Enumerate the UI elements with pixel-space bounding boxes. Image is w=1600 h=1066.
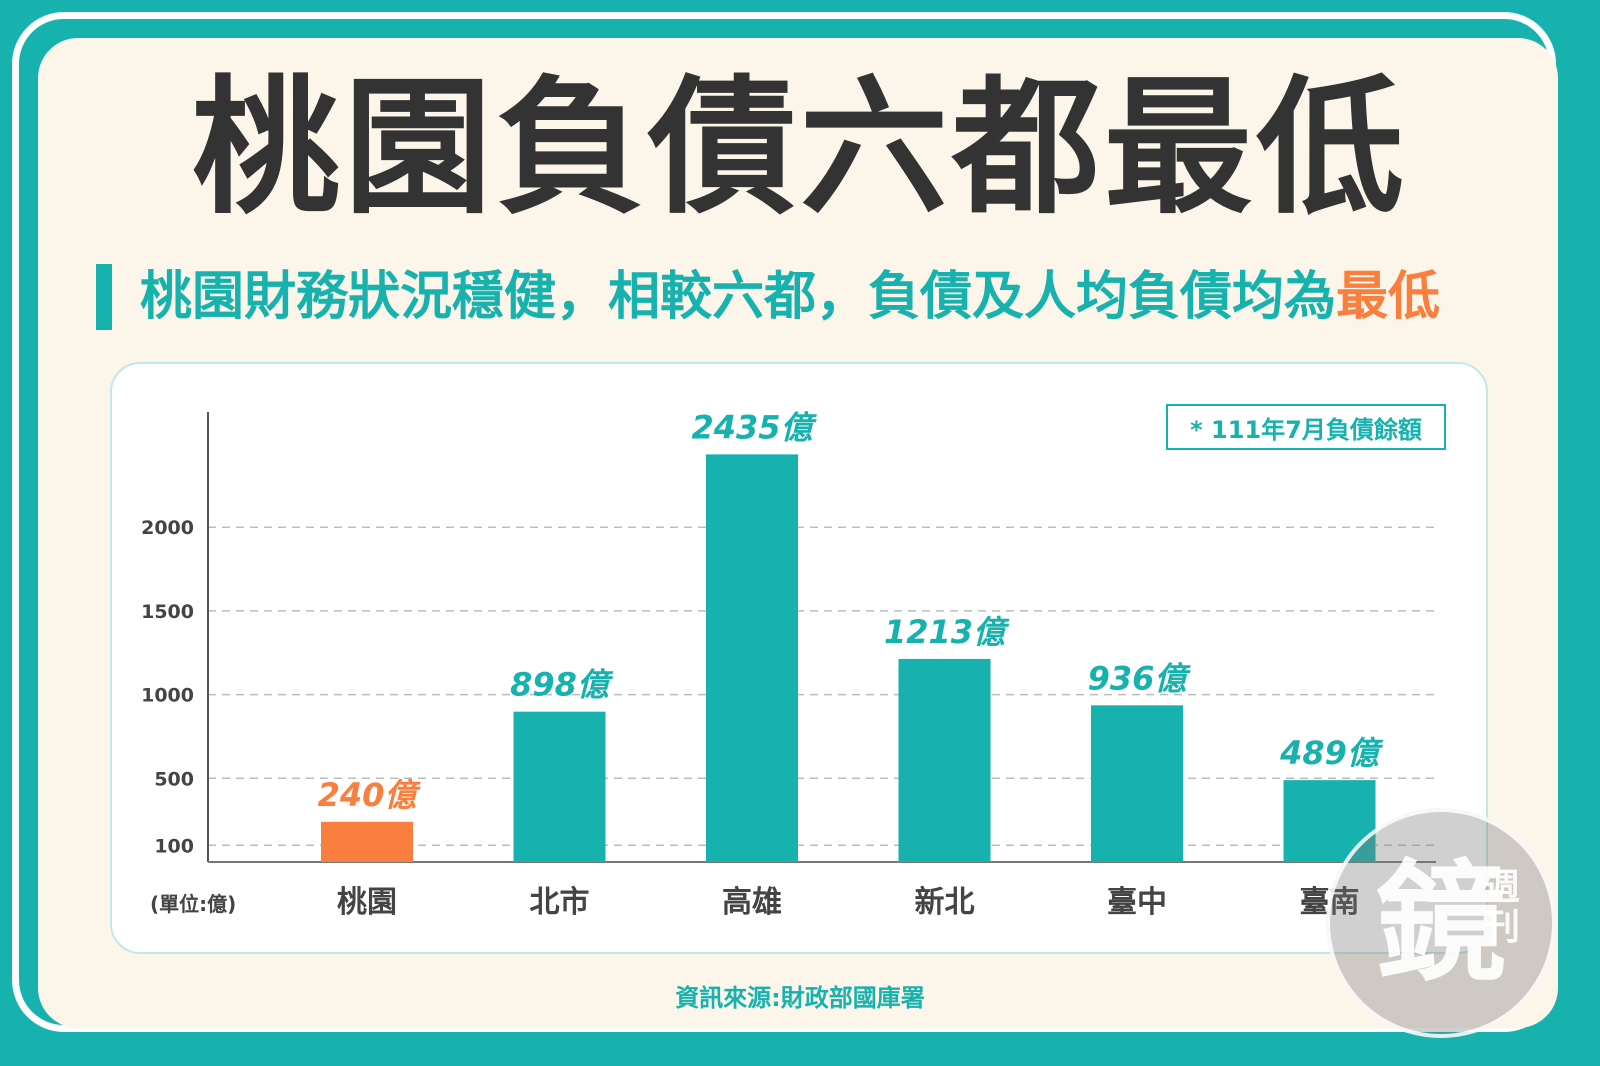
bar xyxy=(1091,705,1183,862)
subtitle-main: 桃園財務狀況穩健，相較六都，負債及人均負債均為 xyxy=(140,267,1337,327)
subtitle-accent-bar xyxy=(96,264,112,330)
bar-value-label: 1213億 xyxy=(884,613,1010,651)
y-tick-label: 500 xyxy=(154,768,194,790)
x-category-label: 臺中 xyxy=(1107,885,1167,920)
subtitle-highlight: 最低 xyxy=(1336,267,1441,327)
x-category-label: 桃園 xyxy=(337,885,397,920)
bar xyxy=(898,658,991,862)
y-tick-label: 2000 xyxy=(141,517,194,539)
page-title: 桃園負債六都最低 xyxy=(192,62,1408,234)
logo-side-text: 週刊 xyxy=(1483,867,1520,948)
bar-value-label: 489億 xyxy=(1279,734,1384,772)
x-category-label: 北市 xyxy=(530,885,590,920)
y-tick-label: 1000 xyxy=(141,685,194,707)
bar xyxy=(321,821,413,862)
x-category-label: 新北 xyxy=(915,885,975,920)
logo-main-char: 鏡 xyxy=(1375,847,1506,999)
subtitle: 桃園財務狀況穩健，相較六都，負債及人均負債均為最低 xyxy=(140,262,1440,332)
mirror-weekly-logo: 鏡 週刊 xyxy=(1326,808,1556,1038)
bar xyxy=(706,454,798,862)
bar-value-label: 240億 xyxy=(318,776,422,814)
source-credit: 資訊來源:財政部國庫署 xyxy=(675,984,925,1012)
bar-value-label: 936億 xyxy=(1088,659,1192,697)
bar-value-label: 898億 xyxy=(510,666,614,704)
y-tick-label: 100 xyxy=(154,835,194,857)
y-tick-label: 1500 xyxy=(141,601,194,623)
bar-value-label: 2435億 xyxy=(691,408,817,446)
unit-label: (單位:億) xyxy=(150,892,237,916)
chart-note: * 111年7月負債餘額 xyxy=(1166,404,1446,450)
x-category-label: 高雄 xyxy=(722,885,782,920)
bar xyxy=(513,711,606,862)
